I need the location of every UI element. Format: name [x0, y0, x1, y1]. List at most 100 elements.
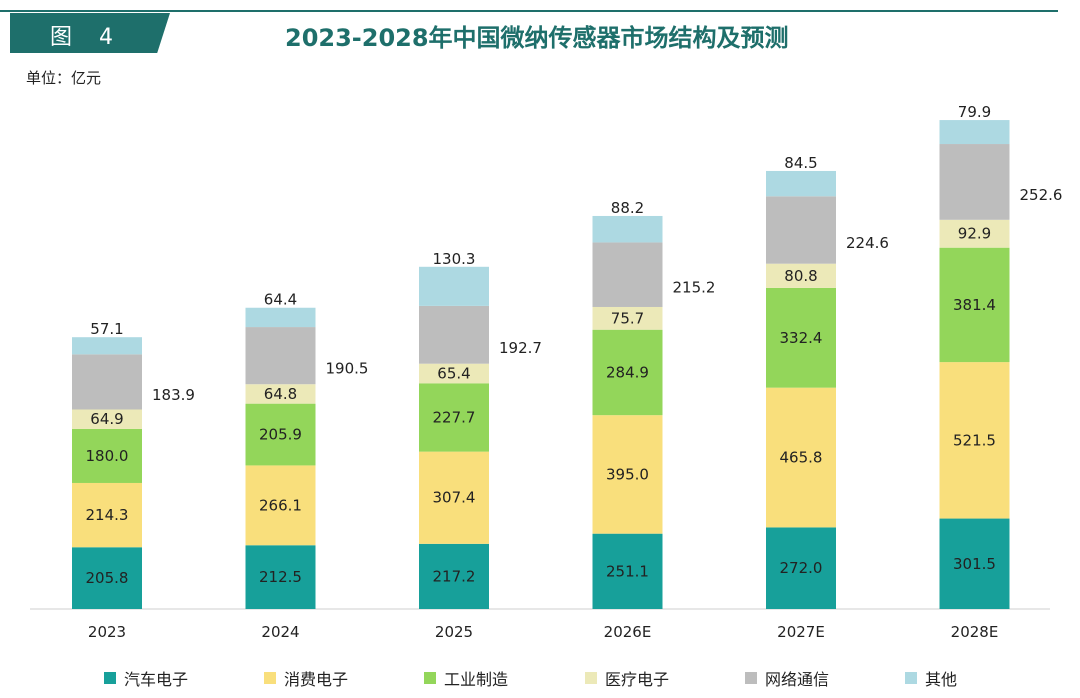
bar-segment-2-2028E [939, 362, 1010, 519]
stacked-bar-chart: 205.8 214.3 180.0 64.9 183.9 57.1 2023 212.5 266… [30, 103, 1063, 641]
data-label-1-2028E: 301.5 [953, 555, 996, 573]
chart-title: 2023-2028年中国微纳传感器市场结构及预测 [285, 24, 789, 52]
data-label-3-2024: 205.9 [259, 426, 302, 444]
legend-swatch [905, 672, 917, 684]
legend-swatch [104, 672, 116, 684]
bar-segment-1-2026E [592, 533, 663, 609]
bar-segment-2-2024 [245, 465, 316, 546]
x-tick-label-2027E: 2027E [777, 623, 825, 641]
data-label-2-2028E: 521.5 [953, 431, 996, 449]
legend-label: 工业制造 [444, 670, 509, 689]
data-label-2-2026E: 395.0 [606, 465, 649, 483]
bar-segment-1-2023 [72, 547, 142, 609]
figure-label: 图 4 [50, 25, 123, 50]
data-label-3-2027E: 332.4 [780, 329, 823, 347]
unit-label: 单位：亿元 [26, 69, 102, 87]
legend-swatch [585, 672, 597, 684]
data-label-5-2026E: 215.2 [673, 279, 716, 297]
x-tick-label-2026E: 2026E [604, 623, 652, 641]
bar-segment-6-2024 [245, 307, 316, 328]
bar-segment-3-2027E [766, 287, 836, 388]
legend-item-3: 工业制造 [424, 666, 508, 690]
bar-segment-5-2023 [72, 354, 142, 410]
data-label-5-2027E: 224.6 [846, 234, 889, 252]
bar-segment-5-2026E [592, 242, 663, 307]
legend-label: 消费电子 [284, 670, 349, 689]
data-label-1-2027E: 272.0 [780, 559, 823, 577]
bar-segment-3-2025 [419, 383, 489, 452]
x-tick-label-2024: 2024 [261, 623, 299, 641]
data-label-3-2026E: 284.9 [606, 363, 649, 381]
legend-swatch [745, 672, 757, 684]
bar-segment-4-2027E [766, 263, 836, 288]
bar-segment-1-2025 [419, 543, 489, 609]
bar-segment-3-2026E [592, 329, 663, 416]
data-label-4-2028E: 92.9 [958, 225, 991, 243]
legend-label: 汽车电子 [124, 670, 189, 689]
data-label-3-2028E: 381.4 [953, 296, 996, 314]
x-tick-label-2023: 2023 [88, 623, 126, 641]
bar-segment-3-2024 [245, 403, 316, 466]
legend-swatch [264, 672, 276, 684]
bar-segment-6-2026E [592, 215, 663, 243]
legend-item-2: 消费电子 [264, 666, 348, 690]
data-label-2-2027E: 465.8 [780, 449, 823, 467]
legend-label: 医疗电子 [605, 670, 670, 689]
data-label-6-2025: 130.3 [433, 250, 476, 268]
data-label-5-2024: 190.5 [326, 360, 369, 378]
bar-segment-5-2028E [939, 144, 1010, 220]
bar-segment-2-2023 [72, 482, 142, 548]
header-rule [0, 10, 1058, 12]
data-label-5-2023: 183.9 [152, 386, 195, 404]
bar-segment-2-2027E [766, 387, 836, 528]
data-label-5-2025: 192.7 [499, 339, 542, 357]
bar-segment-4-2026E [592, 306, 663, 330]
x-tick-label-2028E: 2028E [951, 623, 999, 641]
bar-segment-4-2025 [419, 363, 489, 384]
data-label-4-2024: 64.8 [264, 385, 297, 403]
data-label-6-2027E: 84.5 [784, 154, 817, 172]
chart-legend: 汽车电子 消费电子 工业制造 医疗电子 网络通信 其他 [0, 666, 1080, 690]
data-label-2-2025: 307.4 [433, 489, 476, 507]
data-label-1-2024: 212.5 [259, 568, 302, 586]
bar-segment-4-2024 [245, 384, 316, 404]
legend-item-5: 网络通信 [745, 666, 829, 690]
data-label-5-2028E: 252.6 [1020, 186, 1063, 204]
bar-segment-6-2027E [766, 170, 836, 197]
legend-item-6: 其他 [905, 666, 957, 690]
data-label-6-2028E: 79.9 [958, 103, 991, 121]
data-label-6-2023: 57.1 [90, 320, 123, 338]
bar-segment-3-2028E [939, 247, 1010, 363]
bar-segment-1-2024 [245, 545, 316, 609]
bar-segment-2-2025 [419, 451, 489, 544]
data-label-3-2025: 227.7 [433, 408, 476, 426]
data-label-4-2025: 65.4 [437, 365, 470, 383]
data-label-2-2023: 214.3 [86, 506, 129, 524]
legend-item-1: 汽车电子 [104, 666, 188, 690]
data-label-4-2027E: 80.8 [784, 267, 817, 285]
data-label-6-2026E: 88.2 [611, 199, 644, 217]
legend-label: 网络通信 [765, 670, 830, 689]
data-label-4-2023: 64.9 [90, 410, 123, 428]
bar-segment-4-2023 [72, 409, 142, 429]
legend-item-4: 医疗电子 [585, 666, 669, 690]
data-label-1-2026E: 251.1 [606, 562, 649, 580]
bar-segment-3-2023 [72, 428, 142, 483]
legend-label: 其他 [925, 670, 958, 689]
figure-badge: 图 4 [10, 13, 170, 53]
bar-segment-1-2027E [766, 527, 836, 609]
data-label-6-2024: 64.4 [264, 291, 297, 309]
data-label-1-2023: 205.8 [86, 569, 129, 587]
bar-segment-1-2028E [939, 518, 1010, 609]
data-label-1-2025: 217.2 [433, 567, 476, 585]
bar-segment-2-2026E [592, 415, 663, 534]
bar-segment-5-2025 [419, 305, 489, 364]
bar-segment-4-2028E [939, 219, 1010, 248]
bar-segment-5-2027E [766, 196, 836, 264]
data-label-4-2026E: 75.7 [611, 309, 644, 327]
bar-segment-5-2024 [245, 327, 316, 385]
bar-segment-6-2025 [419, 266, 489, 306]
bar-segment-6-2023 [72, 337, 142, 355]
x-tick-label-2025: 2025 [435, 623, 473, 641]
legend-swatch [424, 672, 436, 684]
